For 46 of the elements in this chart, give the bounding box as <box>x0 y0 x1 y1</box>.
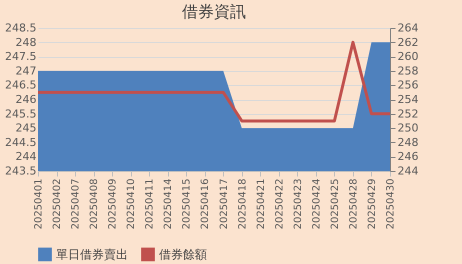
y2-tick-label: 264 <box>398 22 418 34</box>
x-tick-label: 20250423 <box>292 178 304 230</box>
y-tick-label: 248 <box>16 36 36 49</box>
x-tick-label: 20250424 <box>311 178 322 230</box>
y-tick-label: 248.5 <box>5 22 36 34</box>
y2-tick-label: 262 <box>398 36 418 49</box>
x-tick-label: 20250417 <box>218 178 230 230</box>
y-tick-label: 247 <box>16 64 36 78</box>
x-tick-label: 20250416 <box>200 178 212 230</box>
y2-tick-label: 244 <box>398 164 418 178</box>
x-tick-label: 20250418 <box>237 178 248 230</box>
x-tick-label: 20250414 <box>163 178 174 230</box>
x-tick-label: 20250415 <box>182 178 193 230</box>
chart-title: 借券資訊 <box>182 2 246 21</box>
y-tick-label: 243.5 <box>5 164 36 178</box>
x-tick-label: 20250429 <box>366 178 378 230</box>
y-tick-label: 244 <box>16 150 36 164</box>
y2-tick-label: 250 <box>398 122 418 135</box>
x-tick-label: 20250411 <box>144 178 156 230</box>
y2-tick-label: 256 <box>398 78 418 92</box>
y2-tick-label: 260 <box>398 50 418 64</box>
y2-tick-label: 258 <box>398 64 418 78</box>
y-tick-label: 245.5 <box>5 107 36 120</box>
y2-tick-label: 246 <box>398 150 418 164</box>
x-tick-label: 20250410 <box>126 178 138 230</box>
x-tick-label: 20250401 <box>34 178 44 230</box>
x-tick-label: 20250430 <box>386 178 396 230</box>
y2-tick-label: 252 <box>398 107 418 120</box>
x-tick-label: 20250409 <box>108 178 119 230</box>
line-series <box>36 40 392 122</box>
x-tick-label: 20250425 <box>330 178 341 230</box>
x-tick-label: 20250421 <box>256 178 267 230</box>
legend-label: 借券餘額 <box>159 247 207 262</box>
y-tick-label: 246.5 <box>5 78 36 92</box>
y-tick-label: 247.5 <box>5 50 36 64</box>
x-tick-label: 20250407 <box>70 178 82 230</box>
x-tick-label: 20250428 <box>348 178 360 230</box>
y-tick-label: 244.5 <box>5 136 36 149</box>
y-tick-label: 245 <box>16 122 36 135</box>
x-tick-label: 20250402 <box>52 178 64 230</box>
y2-tick-label: 254 <box>398 93 418 106</box>
y2-tick-label: 248 <box>398 136 418 149</box>
legend-label: 單日借券賣出 <box>56 247 128 262</box>
y-tick-label: 246 <box>16 93 36 106</box>
x-tick-label: 20250422 <box>274 178 286 230</box>
x-tick-label: 20250408 <box>89 178 100 230</box>
